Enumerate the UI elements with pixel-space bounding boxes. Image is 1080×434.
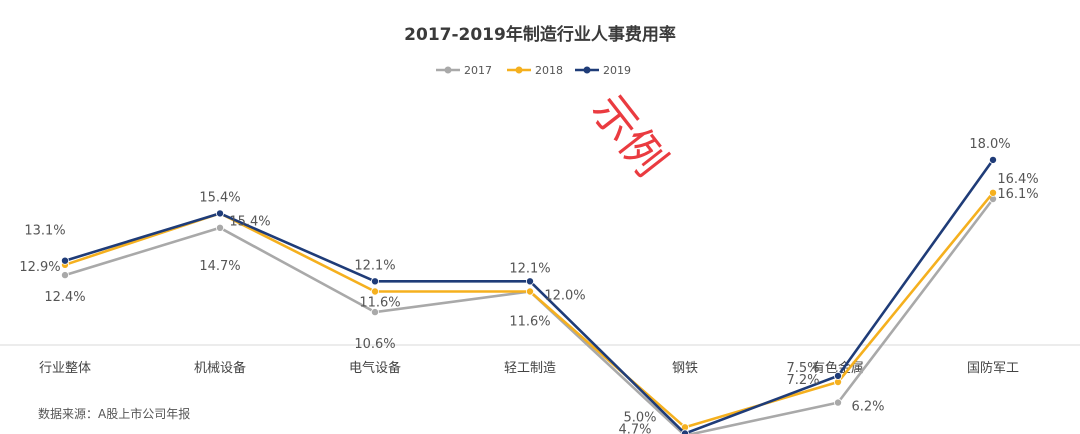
data-point-2018 <box>989 188 998 197</box>
data-point-2019 <box>681 429 689 434</box>
watermark: 示例 <box>581 85 675 186</box>
x-tick-label: 钢铁 <box>672 361 698 376</box>
x-tick-label: 电气设备 <box>349 360 401 376</box>
data-label-2019: 15.4% <box>199 190 240 205</box>
data-label-2017: 11.6% <box>509 315 550 330</box>
data-point-2017 <box>834 398 843 407</box>
data-label-2017: 16.1% <box>997 187 1038 202</box>
data-label-layer: 12.4%14.7%10.6%11.6%4.6%6.2%16.1%12.9%15… <box>19 137 1038 434</box>
data-label-2017: 12.4% <box>44 290 85 305</box>
x-tick-label: 有色金属 <box>812 360 864 376</box>
data-point-2017 <box>61 271 70 280</box>
data-label-2018: 5.0% <box>623 410 656 425</box>
data-label-2017: 6.2% <box>851 400 884 415</box>
x-tick-label: 国防军工 <box>967 360 1019 376</box>
data-label-2018: 12.0% <box>544 289 585 304</box>
legend-label-2017: 2017 <box>464 64 492 77</box>
data-label-2019: 13.1% <box>24 224 65 239</box>
data-point-2019 <box>834 371 843 380</box>
chart-title: 2017-2019年制造行业人事费用率 <box>404 24 676 45</box>
x-axis-ticks: 行业整体 机械设备 电气设备 轻工制造 钢铁 有色金属 国防军工 <box>39 360 1019 376</box>
x-tick-label: 轻工制造 <box>504 361 556 376</box>
legend-label-2019: 2019 <box>603 64 631 77</box>
data-label-2018: 16.4% <box>997 172 1038 187</box>
data-label-2018: 15.4% <box>229 214 270 229</box>
data-label-2017: 14.7% <box>199 259 240 274</box>
data-label-2018: 11.6% <box>359 296 400 311</box>
data-label-2019: 18.0% <box>969 137 1010 152</box>
legend-label-2018: 2018 <box>535 64 563 77</box>
data-label-2018: 12.9% <box>19 260 60 275</box>
data-label-2019: 12.1% <box>354 258 395 273</box>
data-point-2017 <box>215 223 224 232</box>
data-point-2017 <box>370 308 379 317</box>
data-label-2017: 10.6% <box>354 337 395 352</box>
legend-marker-2019 <box>583 66 591 74</box>
chart-legend: 2017 2018 2019 <box>436 64 631 77</box>
data-label-2019: 7.5% <box>786 361 819 376</box>
data-point-2019 <box>526 277 535 286</box>
data-point-2019 <box>370 277 379 286</box>
data-point-2019 <box>215 209 224 218</box>
data-point-2019 <box>61 256 70 265</box>
legend-marker-2017 <box>444 66 452 74</box>
series-line-2018 <box>64 191 995 429</box>
series-layer <box>61 155 998 434</box>
x-tick-label: 行业整体 <box>39 361 91 376</box>
x-tick-label: 机械设备 <box>194 360 246 376</box>
data-label-2019: 12.1% <box>509 261 550 276</box>
data-label-2018: 7.2% <box>786 373 819 388</box>
source-note: 数据来源：A股上市公司年报 <box>38 406 190 421</box>
legend-marker-2018 <box>515 66 523 74</box>
data-point-2019 <box>989 155 998 164</box>
data-label-2019: 4.7% <box>618 422 651 434</box>
data-point-2018 <box>526 287 535 296</box>
data-point-2018 <box>370 287 379 296</box>
